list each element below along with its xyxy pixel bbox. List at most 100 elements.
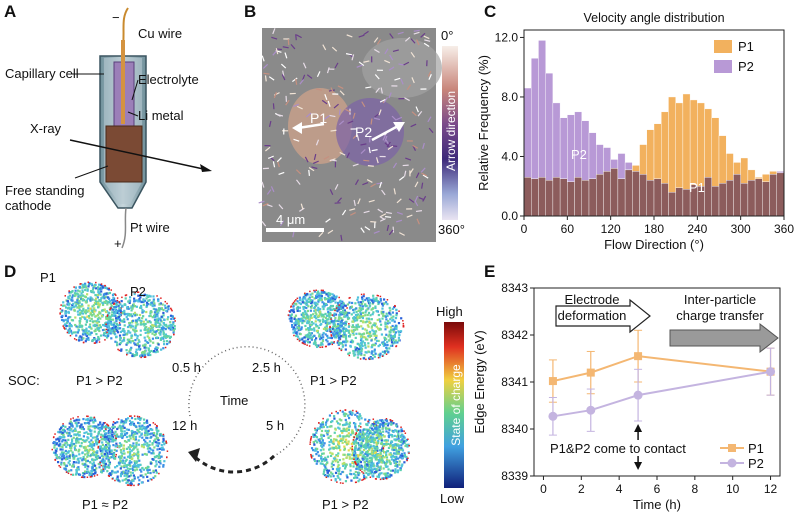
soc-pixel: [112, 326, 116, 329]
soc-pixel: [92, 304, 95, 307]
soc-pixel: [304, 324, 307, 328]
soc-pixel: [131, 471, 134, 475]
soc-pixel: [75, 302, 78, 306]
bar-overlap: [639, 174, 647, 217]
flow-arrow: [422, 174, 429, 179]
soc-pixel: [335, 438, 338, 442]
soc-pixel: [358, 472, 361, 475]
soc-pixel: [65, 455, 68, 458]
soc-edge-pixel: [357, 429, 359, 431]
soc-pixel: [354, 426, 357, 429]
soc-edge-pixel: [355, 463, 357, 466]
soc-pixel: [142, 468, 146, 471]
soc-edge-pixel: [354, 433, 357, 436]
soc-edge-pixel: [98, 341, 101, 343]
soc-pixel: [64, 449, 67, 453]
soc-pixel: [74, 301, 77, 304]
bar-overlap: [632, 171, 640, 217]
soc-pixel: [111, 314, 114, 317]
soc-pixel: [404, 444, 407, 448]
soc-pixel: [68, 327, 71, 330]
soc-pixel: [126, 318, 129, 321]
soc-pixel: [356, 313, 360, 316]
soc-pixel: [381, 341, 384, 344]
soc-pixel: [331, 460, 334, 463]
soc-pixel: [115, 305, 118, 309]
soc-pixel: [146, 447, 150, 450]
soc-pixel: [308, 296, 311, 299]
soc-pixel: [104, 463, 107, 466]
soc-pixel: [106, 321, 109, 325]
soc-pixel: [150, 452, 153, 455]
soc-pixel: [343, 467, 347, 470]
soc-pixel: [115, 341, 119, 344]
soc-pixel: [119, 330, 123, 334]
flow-arrow: [381, 189, 386, 196]
soc-edge-pixel: [376, 294, 379, 297]
flow-arrow: [353, 199, 356, 206]
soc-pixel: [90, 432, 93, 435]
soc-pixel: [294, 327, 297, 331]
soc-pixel: [166, 342, 169, 346]
soc-pixel: [358, 352, 362, 355]
soc-pixel: [105, 454, 108, 458]
soc-pixel: [122, 333, 125, 337]
soc-pixel: [90, 446, 93, 449]
soc-pixel: [306, 341, 310, 344]
soc-pixel: [118, 334, 122, 337]
soc-pixel: [137, 443, 141, 446]
flow-arrow: [392, 49, 399, 53]
soc-pixel: [145, 466, 149, 470]
soc-pixel: [90, 282, 93, 286]
soc-pixel: [128, 456, 131, 459]
soc-pixel: [354, 346, 357, 349]
soc-pixel: [382, 421, 385, 425]
soc-pixel: [146, 465, 149, 468]
soc-pixel: [344, 315, 347, 318]
soc-pixel: [375, 443, 378, 446]
soc-pixel: [159, 319, 162, 322]
soc-pixel: [371, 474, 374, 477]
soc-pixel: [107, 315, 110, 318]
soc-pixel: [85, 418, 88, 421]
soc-pixel: [380, 434, 384, 437]
soc-edge-pixel: [295, 299, 297, 301]
soc-edge-pixel: [335, 410, 337, 413]
soc-pixel: [339, 438, 342, 441]
soc-pixel: [125, 435, 129, 439]
soc-pixel: [328, 440, 331, 444]
soc-pixel: [317, 306, 320, 309]
soc-pixel: [151, 458, 154, 461]
soc-pixel: [146, 475, 149, 478]
soc-edge-pixel: [385, 353, 388, 355]
soc-pixel: [295, 307, 299, 310]
soc-pixel: [354, 313, 358, 316]
soc-pixel: [152, 469, 155, 472]
soc-pixel: [158, 309, 161, 312]
soc-pixel: [76, 299, 79, 302]
soc-pixel: [139, 418, 142, 421]
soc-edge-pixel: [395, 345, 398, 347]
soc-pixel: [361, 437, 364, 441]
soc-pixel: [400, 446, 403, 450]
soc-pixel: [146, 329, 150, 332]
soc-pixel: [84, 309, 87, 312]
soc-pixel: [357, 433, 361, 437]
soc-pixel: [98, 329, 101, 333]
soc-pixel: [101, 447, 104, 450]
soc-pixel: [159, 338, 162, 341]
soc-pixel: [119, 435, 122, 438]
soc-pixel: [140, 425, 143, 428]
soc-pixel: [354, 458, 357, 462]
soc-pixel: [58, 431, 61, 434]
soc-pixel: [77, 313, 80, 316]
soc-pixel: [327, 299, 330, 302]
soc-pixel: [144, 431, 147, 434]
soc-pixel: [140, 300, 143, 304]
soc-pixel: [332, 308, 336, 311]
flow-arrow: [351, 54, 355, 61]
soc-pixel: [320, 457, 323, 460]
soc-pixel: [114, 430, 117, 433]
soc-pixel: [153, 302, 156, 305]
soc-pixel: [82, 435, 86, 438]
